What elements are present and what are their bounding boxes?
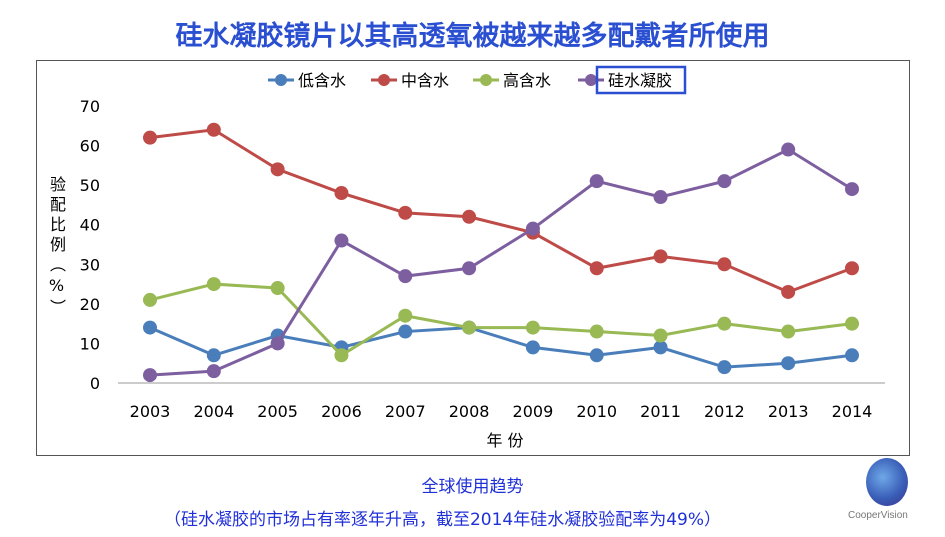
data-point-高含水 bbox=[589, 324, 604, 339]
data-point-中含水 bbox=[845, 261, 859, 276]
data-point-硅水凝胶 bbox=[525, 221, 540, 236]
data-point-低含水 bbox=[653, 340, 668, 355]
y-tick-label: 10 bbox=[80, 334, 100, 353]
x-tick-label: 2009 bbox=[513, 402, 554, 421]
x-tick-label: 2004 bbox=[193, 402, 234, 421]
data-point-高含水 bbox=[206, 277, 221, 292]
data-point-中含水 bbox=[334, 186, 349, 201]
y-axis-label: 验配比例（%） bbox=[47, 176, 66, 319]
x-tick-label: 2012 bbox=[704, 402, 745, 421]
legend-marker bbox=[480, 74, 492, 86]
page-title: 硅水凝胶镜片以其高透氧被越来越多配戴者所使用 bbox=[175, 21, 770, 52]
data-point-中含水 bbox=[143, 130, 157, 145]
x-tick-label: 2007 bbox=[385, 402, 426, 421]
x-tick-label: 2005 bbox=[257, 402, 298, 421]
series-line-高含水 bbox=[149, 282, 853, 358]
data-point-中含水 bbox=[270, 162, 285, 177]
legend-marker bbox=[378, 74, 390, 86]
coopervision-logo: CooperVision bbox=[848, 458, 928, 528]
legend-label: 低含水 bbox=[298, 71, 346, 90]
y-tick-label: 60 bbox=[80, 137, 100, 156]
data-point-低含水 bbox=[143, 320, 157, 335]
x-tick-label: 2003 bbox=[130, 402, 171, 421]
x-tick-label: 2011 bbox=[640, 402, 681, 421]
legend-marker bbox=[275, 74, 287, 86]
y-tick-label: 40 bbox=[80, 216, 100, 235]
data-point-低含水 bbox=[781, 356, 796, 371]
data-point-低含水 bbox=[398, 324, 413, 339]
data-point-硅水凝胶 bbox=[334, 233, 349, 248]
legend-highlight-box bbox=[595, 65, 687, 95]
data-point-中含水 bbox=[398, 205, 413, 220]
data-point-中含水 bbox=[206, 122, 221, 137]
x-tick-label: 2014 bbox=[832, 402, 873, 421]
logo-globe-icon bbox=[866, 458, 908, 506]
data-point-高含水 bbox=[398, 308, 413, 323]
chart-frame bbox=[36, 60, 910, 456]
data-point-高含水 bbox=[462, 320, 477, 335]
data-point-高含水 bbox=[143, 292, 157, 307]
x-tick-label: 2010 bbox=[576, 402, 617, 421]
y-tick-label: 30 bbox=[80, 255, 100, 274]
x-tick-label: 2008 bbox=[449, 402, 490, 421]
series-line-硅水凝胶 bbox=[149, 147, 853, 377]
data-point-硅水凝胶 bbox=[589, 174, 604, 189]
series-line-中含水 bbox=[149, 128, 853, 294]
data-point-硅水凝胶 bbox=[653, 190, 668, 205]
data-point-硅水凝胶 bbox=[270, 336, 285, 351]
x-tick-label: 2013 bbox=[768, 402, 809, 421]
data-point-低含水 bbox=[717, 360, 732, 375]
data-point-硅水凝胶 bbox=[845, 182, 859, 197]
data-point-中含水 bbox=[717, 257, 732, 272]
data-point-硅水凝胶 bbox=[781, 142, 796, 157]
data-point-高含水 bbox=[717, 316, 732, 331]
data-point-中含水 bbox=[462, 209, 477, 224]
y-tick-label: 50 bbox=[80, 176, 100, 195]
legend-label: 硅水凝胶 bbox=[608, 71, 672, 90]
data-point-硅水凝胶 bbox=[206, 364, 221, 379]
data-point-中含水 bbox=[781, 284, 796, 299]
data-point-中含水 bbox=[653, 249, 668, 264]
data-point-低含水 bbox=[206, 348, 221, 363]
legend-label: 中含水 bbox=[401, 71, 449, 90]
data-point-高含水 bbox=[525, 320, 540, 335]
data-point-硅水凝胶 bbox=[143, 368, 157, 383]
data-point-低含水 bbox=[589, 348, 604, 363]
data-point-高含水 bbox=[653, 328, 668, 343]
y-tick-label: 70 bbox=[80, 97, 100, 116]
data-point-高含水 bbox=[270, 281, 285, 296]
data-point-高含水 bbox=[781, 324, 796, 339]
data-point-硅水凝胶 bbox=[398, 269, 413, 284]
subcaption: （硅水凝胶的市场占有率逐年升高，截至2014年硅水凝胶验配率为49%） bbox=[163, 510, 722, 530]
legend-marker bbox=[585, 74, 597, 86]
y-tick-label: 0 bbox=[90, 374, 100, 393]
logo-text: CooperVision bbox=[848, 510, 908, 521]
x-axis-label: 年 份 bbox=[486, 431, 523, 450]
data-point-低含水 bbox=[845, 348, 859, 363]
data-point-中含水 bbox=[589, 261, 604, 276]
legend-label: 高含水 bbox=[503, 71, 551, 90]
data-point-高含水 bbox=[334, 348, 349, 363]
data-point-硅水凝胶 bbox=[717, 174, 732, 189]
caption: 全球使用趋势 bbox=[421, 477, 524, 497]
data-point-硅水凝胶 bbox=[462, 261, 477, 276]
x-tick-label: 2006 bbox=[321, 402, 362, 421]
series-line-低含水 bbox=[149, 326, 853, 369]
data-point-低含水 bbox=[525, 340, 540, 355]
y-tick-label: 20 bbox=[80, 295, 100, 314]
data-point-高含水 bbox=[845, 316, 859, 331]
